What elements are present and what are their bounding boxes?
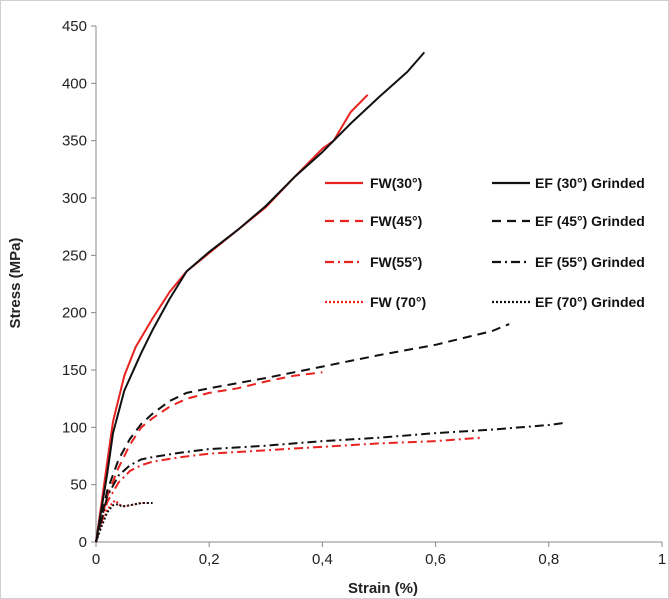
y-tick-label: 100 (62, 419, 87, 436)
legend-label-7: EF (55°) Grinded (535, 254, 645, 270)
legend: FW(30°) FW(45°) FW(55°) FW (70°) EF (30°) Gr… (325, 175, 645, 310)
legend-label-4: FW (70°) (370, 294, 426, 310)
legend-label-8: EF (70°) Grinded (535, 294, 645, 310)
y-tick-label: 450 (62, 18, 87, 35)
y-tick-label: 200 (62, 305, 87, 322)
axes: 0 50 100 150 200 250 300 350 400 450 0 0,2 0,4 0,6 0,8… (62, 18, 666, 568)
x-tick-label: 0,6 (425, 551, 446, 568)
y-axis-label: Stress (MPa) (7, 238, 24, 329)
x-tick-label: 1 (658, 551, 666, 568)
series-line-6 (95, 323, 510, 543)
series-layer (95, 51, 566, 543)
x-tick-label: 0,8 (538, 551, 559, 568)
series-line-2 (95, 371, 323, 543)
y-tick-label: 50 (70, 477, 87, 494)
legend-label-1: FW(30°) (370, 175, 422, 191)
x-tick-label: 0,4 (312, 551, 333, 568)
y-tick-label: 300 (62, 190, 87, 207)
x-tick-label: 0 (92, 551, 100, 568)
y-tick-label: 400 (62, 75, 87, 92)
y-tick-label: 150 (62, 362, 87, 379)
series-line-3 (95, 436, 481, 543)
x-axis-label: Strain (%) (348, 580, 418, 597)
series-line-7 (95, 421, 566, 543)
legend-label-2: FW(45°) (370, 213, 422, 229)
y-tick-label: 250 (62, 247, 87, 264)
legend-label-5: EF (30°) Grinded (535, 175, 645, 191)
legend-label-6: EF (45°) Grinded (535, 213, 645, 229)
series-line-5 (95, 51, 426, 543)
y-tick-label: 0 (79, 534, 87, 551)
x-tick-label: 0,2 (199, 551, 220, 568)
legend-label-3: FW(55°) (370, 254, 422, 270)
y-tick-label: 350 (62, 133, 87, 150)
